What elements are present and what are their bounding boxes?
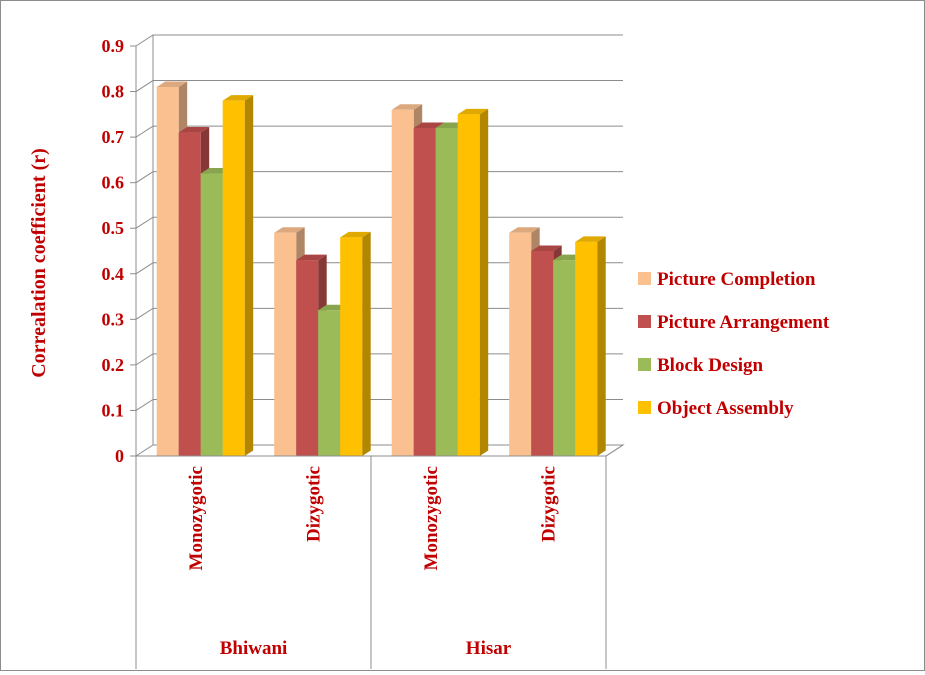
bar-top bbox=[457, 108, 489, 115]
x-tick-label: Dizygotic bbox=[303, 466, 324, 542]
y-tick-label: 0.4 bbox=[102, 264, 125, 284]
bar-front bbox=[178, 132, 201, 457]
bar-front bbox=[531, 251, 554, 456]
bar-top bbox=[340, 231, 371, 238]
floor-right-edge bbox=[605, 444, 624, 457]
bar-front bbox=[296, 260, 319, 456]
y-tick-label: 0.8 bbox=[102, 82, 125, 102]
bar-front bbox=[340, 237, 363, 456]
legend-item: Object Assembly bbox=[638, 398, 794, 419]
y-tick-label: 0.9 bbox=[102, 36, 125, 56]
legend-swatch bbox=[638, 358, 651, 371]
y-tick-label: 0.2 bbox=[102, 355, 125, 375]
legend-swatch bbox=[638, 315, 651, 328]
bar-side bbox=[362, 231, 371, 456]
x-group-label: Hisar bbox=[466, 638, 512, 659]
bars bbox=[156, 81, 606, 457]
legend-label: Picture Completion bbox=[657, 269, 816, 290]
back-wall bbox=[153, 35, 623, 445]
bar-front bbox=[391, 109, 414, 457]
y-axis-title: Correalation coefficient (r) bbox=[28, 148, 50, 378]
bar-top bbox=[531, 245, 562, 251]
x-tick-label: Monozygotic bbox=[421, 466, 442, 570]
bar bbox=[457, 108, 489, 456]
bar-front bbox=[200, 173, 223, 457]
bar-front bbox=[413, 128, 436, 456]
bar-front bbox=[318, 310, 341, 456]
y-tick-label: 0.3 bbox=[102, 309, 125, 329]
legend-item: Block Design bbox=[638, 355, 764, 376]
bar-front bbox=[156, 87, 179, 456]
legend-swatch bbox=[638, 401, 651, 414]
legend-label: Picture Arrangement bbox=[657, 312, 830, 333]
bar bbox=[222, 95, 254, 457]
y-tick-label: 0 bbox=[115, 446, 124, 466]
gridline bbox=[135, 34, 623, 47]
x-tick-label: Dizygotic bbox=[538, 466, 559, 542]
bar-front bbox=[435, 128, 458, 456]
bar-top bbox=[413, 122, 445, 128]
bar-side bbox=[597, 236, 606, 456]
legend: Picture Completion Picture Arrangement Blo… bbox=[638, 269, 830, 419]
legend-label: Object Assembly bbox=[657, 398, 794, 419]
bar-side bbox=[479, 108, 489, 456]
y-axis: 0 0.1 0.2 0.3 0.4 0.5 0.6 0.7 0.8 0.9 bbox=[102, 36, 137, 466]
bar bbox=[340, 231, 371, 456]
gridline bbox=[135, 80, 623, 92]
bar-front bbox=[509, 232, 532, 456]
bar-top bbox=[575, 236, 606, 242]
bar-front bbox=[457, 114, 480, 456]
chart-walls bbox=[134, 35, 625, 457]
y-tick-label: 0.5 bbox=[102, 218, 125, 238]
bar-front bbox=[274, 232, 297, 456]
legend-item: Picture Arrangement bbox=[638, 312, 830, 333]
legend-label: Block Design bbox=[657, 355, 764, 376]
bar-top bbox=[391, 104, 423, 110]
bar-top bbox=[222, 95, 254, 101]
y-tick-label: 0.1 bbox=[102, 400, 125, 420]
bar-top bbox=[509, 227, 540, 233]
x-group-label: Bhiwani bbox=[220, 638, 288, 659]
bar-top bbox=[296, 254, 327, 261]
bar-front bbox=[222, 100, 245, 457]
y-tick-label: 0.7 bbox=[102, 127, 125, 147]
x-axis: Monozygotic Dizygotic Monozygotic Dizygotic… bbox=[135, 444, 624, 669]
bar-side bbox=[244, 95, 254, 457]
bar-top bbox=[178, 127, 210, 133]
legend-swatch bbox=[638, 272, 651, 285]
y-tick-label: 0.6 bbox=[102, 173, 125, 193]
bar-top bbox=[156, 81, 188, 87]
bar-top bbox=[274, 227, 305, 233]
bar bbox=[575, 236, 606, 456]
bar-front bbox=[575, 241, 598, 456]
legend-item: Picture Completion bbox=[638, 269, 816, 290]
x-tick-label: Monozygotic bbox=[186, 466, 207, 570]
bar-front bbox=[553, 260, 576, 456]
